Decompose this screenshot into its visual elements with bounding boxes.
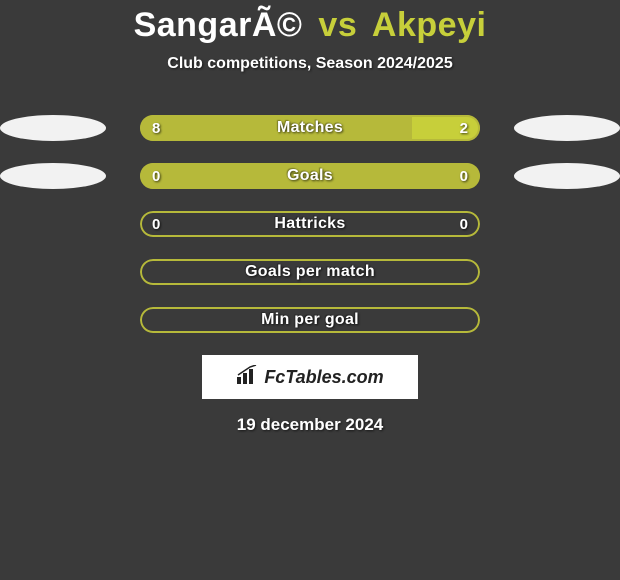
subtitle: Club competitions, Season 2024/2025 [0,55,620,73]
chart-icon [236,365,260,390]
stat-row: 82Matches [0,115,620,141]
stats-widget: SangarÃ© vs Akpeyi Club competitions, Se… [0,0,620,435]
stat-label: Matches [140,115,480,141]
stat-bar: 00Goals [140,163,480,189]
stat-bar: Goals per match [140,259,480,285]
stat-label: Goals per match [140,259,480,285]
stat-label: Hattricks [140,211,480,237]
stat-bar: 82Matches [140,115,480,141]
player2-name: Akpeyi [372,6,487,44]
stat-row: Goals per match [0,259,620,285]
stat-row: 00Goals [0,163,620,189]
stat-label: Min per goal [140,307,480,333]
footer-date: 19 december 2024 [0,415,620,435]
player2-badge [514,115,620,141]
stat-row: 00Hattricks [0,211,620,237]
stat-row: Min per goal [0,307,620,333]
site-logo[interactable]: FcTables.com [202,355,418,399]
player1-name: SangarÃ© [134,6,303,44]
player1-badge [0,163,106,189]
page-title: SangarÃ© vs Akpeyi [0,6,620,45]
vs-separator: vs [318,6,357,44]
stat-bar: 00Hattricks [140,211,480,237]
stat-label: Goals [140,163,480,189]
player1-badge [0,115,106,141]
logo-text: FcTables.com [264,367,383,388]
player2-badge [514,163,620,189]
stats-rows: 82Matches 00Goals 00Hattricks Goals per mat… [0,115,620,333]
stat-bar: Min per goal [140,307,480,333]
